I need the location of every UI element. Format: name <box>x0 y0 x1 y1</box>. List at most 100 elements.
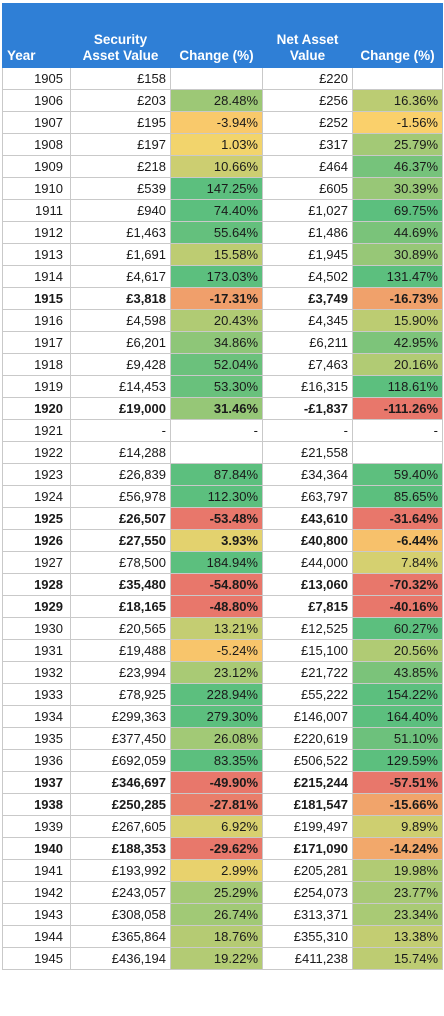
table-row: 1905 £158 £220 <box>2 67 443 90</box>
table-row: 1937 £346,697 -49.90% £215,244 -57.51% <box>2 771 443 794</box>
table-row: 1908 £197 1.03% £317 25.79% <box>2 133 443 156</box>
table-row: 1911 £940 74.40% £1,027 69.75% <box>2 199 443 222</box>
table-row: 1925 £26,507 -53.48% £43,610 -31.64% <box>2 507 443 530</box>
security-value-cell: £1,691 <box>70 243 171 266</box>
security-change-cell: 26.08% <box>170 727 263 750</box>
year-cell: 1938 <box>2 793 71 816</box>
net-change-cell: 59.40% <box>352 463 443 486</box>
net-value-cell: -£1,837 <box>262 397 353 420</box>
table-row: 1920 £19,000 31.46% -£1,837 -111.26% <box>2 397 443 420</box>
table-row: 1942 £243,057 25.29% £254,073 23.77% <box>2 881 443 904</box>
net-value-cell: £4,502 <box>262 265 353 288</box>
net-value-cell: £1,027 <box>262 199 353 222</box>
net-value-cell: £7,815 <box>262 595 353 618</box>
net-value-cell: - <box>262 419 353 442</box>
security-change-cell: 53.30% <box>170 375 263 398</box>
security-change-cell: 6.92% <box>170 815 263 838</box>
table-row: 1938 £250,285 -27.81% £181,547 -15.66% <box>2 793 443 816</box>
security-value-cell: £193,992 <box>70 859 171 882</box>
year-cell: 1928 <box>2 573 71 596</box>
net-change-cell: 20.56% <box>352 639 443 662</box>
year-cell: 1914 <box>2 265 71 288</box>
year-cell: 1943 <box>2 903 71 926</box>
security-change-cell: 184.94% <box>170 551 263 574</box>
net-value-cell: £411,238 <box>262 947 353 970</box>
security-change-cell: 74.40% <box>170 199 263 222</box>
table-row: 1918 £9,428 52.04% £7,463 20.16% <box>2 353 443 376</box>
net-change-cell: -16.73% <box>352 287 443 310</box>
security-value-cell: £940 <box>70 199 171 222</box>
year-cell: 1910 <box>2 177 71 200</box>
security-change-cell: 2.99% <box>170 859 263 882</box>
header-year: Year <box>2 3 71 68</box>
table-row: 1924 £56,978 112.30% £63,797 85.65% <box>2 485 443 508</box>
net-value-cell: £4,345 <box>262 309 353 332</box>
security-value-cell: £308,058 <box>70 903 171 926</box>
table-row: 1933 £78,925 228.94% £55,222 154.22% <box>2 683 443 706</box>
net-change-cell: 164.40% <box>352 705 443 728</box>
net-value-cell: £3,749 <box>262 287 353 310</box>
year-cell: 1939 <box>2 815 71 838</box>
security-value-cell: £377,450 <box>70 727 171 750</box>
net-value-cell: £220,619 <box>262 727 353 750</box>
year-cell: 1931 <box>2 639 71 662</box>
net-value-cell: £252 <box>262 111 353 134</box>
security-value-cell: £195 <box>70 111 171 134</box>
header-row: Year Security Asset Value Change (%) Net… <box>2 3 443 68</box>
security-change-cell: -17.31% <box>170 287 263 310</box>
net-change-cell: 44.69% <box>352 221 443 244</box>
year-cell: 1915 <box>2 287 71 310</box>
year-cell: 1922 <box>2 441 71 464</box>
net-change-cell: 85.65% <box>352 485 443 508</box>
table-row: 1921- - - - <box>2 419 443 442</box>
security-change-cell: 3.93% <box>170 529 263 552</box>
year-cell: 1918 <box>2 353 71 376</box>
security-change-cell: 31.46% <box>170 397 263 420</box>
table-row: 1923 £26,839 87.84% £34,364 59.40% <box>2 463 443 486</box>
security-change-cell: 52.04% <box>170 353 263 376</box>
net-value-cell: £215,244 <box>262 771 353 794</box>
security-value-cell: £26,507 <box>70 507 171 530</box>
table-row: 1941 £193,992 2.99% £205,281 19.98% <box>2 859 443 882</box>
year-cell: 1933 <box>2 683 71 706</box>
security-change-cell: 10.66% <box>170 155 263 178</box>
security-change-cell: 1.03% <box>170 133 263 156</box>
net-value-cell: £12,525 <box>262 617 353 640</box>
table-row: 1940 £188,353 -29.62% £171,090 -14.24% <box>2 837 443 860</box>
net-value-cell: £506,522 <box>262 749 353 772</box>
header-security-change: Change (%) <box>170 3 263 68</box>
net-value-cell: £63,797 <box>262 485 353 508</box>
security-change-cell: 25.29% <box>170 881 263 904</box>
year-cell: 1911 <box>2 199 71 222</box>
security-change-cell: -3.94% <box>170 111 263 134</box>
net-value-cell: £1,486 <box>262 221 353 244</box>
net-value-cell: £317 <box>262 133 353 156</box>
net-value-cell: £313,371 <box>262 903 353 926</box>
net-change-cell: -15.66% <box>352 793 443 816</box>
table-row: 1929 £18,165 -48.80% £7,815 -40.16% <box>2 595 443 618</box>
security-value-cell: £218 <box>70 155 171 178</box>
security-value-cell: £1,463 <box>70 221 171 244</box>
security-change-cell: 112.30% <box>170 485 263 508</box>
table-row: 1915 £3,818 -17.31% £3,749 -16.73% <box>2 287 443 310</box>
table-row: 1945 £436,194 19.22% £411,238 15.74% <box>2 947 443 970</box>
table-row: 1943 £308,058 26.74% £313,371 23.34% <box>2 903 443 926</box>
year-cell: 1941 <box>2 859 71 882</box>
security-change-cell: -5.24% <box>170 639 263 662</box>
net-change-cell: 154.22% <box>352 683 443 706</box>
net-change-cell: 23.34% <box>352 903 443 926</box>
year-cell: 1926 <box>2 529 71 552</box>
year-cell: 1906 <box>2 89 71 112</box>
security-change-cell: -53.48% <box>170 507 263 530</box>
security-value-cell: £436,194 <box>70 947 171 970</box>
security-value-cell: £365,864 <box>70 925 171 948</box>
table-body: 1905 £158 £220 1906 £203 28.48% £256 16.36% 1907… <box>2 67 443 970</box>
header-net-asset-value: Net Asset Value <box>262 3 353 68</box>
table-row: 1909 £218 10.66% £464 46.37% <box>2 155 443 178</box>
security-value-cell: £14,288 <box>70 441 171 464</box>
year-cell: 1912 <box>2 221 71 244</box>
net-value-cell: £21,722 <box>262 661 353 684</box>
net-change-cell: -57.51% <box>352 771 443 794</box>
table-row: 1922 £14,288 £21,558 <box>2 441 443 464</box>
security-change-cell: -54.80% <box>170 573 263 596</box>
